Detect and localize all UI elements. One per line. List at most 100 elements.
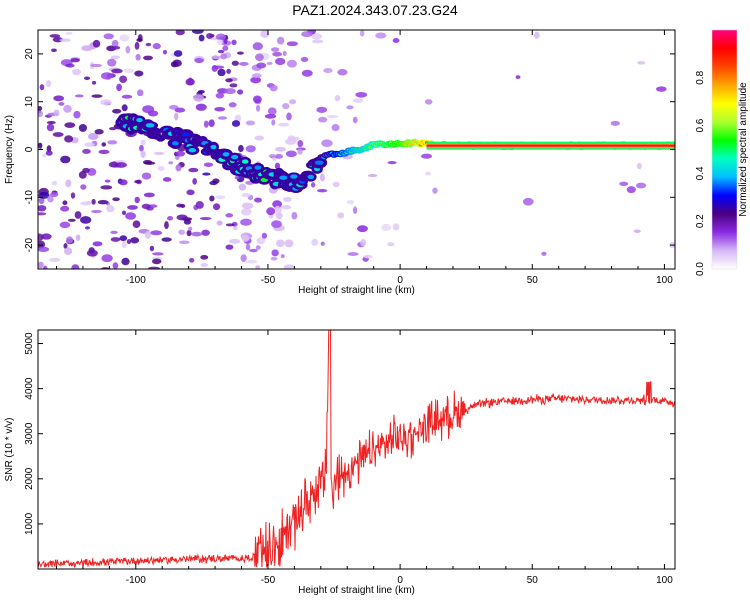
- noise-blob: [274, 153, 284, 159]
- noise-blob: [80, 216, 92, 224]
- noise-blob: [276, 36, 285, 45]
- noise-blob: [73, 110, 81, 119]
- noise-blob: [217, 49, 225, 54]
- noise-blob: [149, 245, 155, 252]
- noise-blob: [152, 43, 161, 50]
- noise-blob: [136, 38, 143, 42]
- noise-blob: [278, 122, 290, 127]
- noise-blob: [347, 252, 359, 257]
- noise-blob: [222, 45, 229, 51]
- noise-blob: [132, 220, 141, 229]
- noise-blob: [123, 68, 134, 74]
- noise-blob: [53, 109, 60, 117]
- noise-blob: [100, 72, 113, 80]
- noise-blob: [272, 51, 282, 57]
- noise-blob: [619, 181, 629, 186]
- noise-blob: [212, 203, 221, 211]
- noise-blob: [38, 261, 44, 269]
- chart-title: PAZ1.2024.343.07.23.G24: [292, 2, 458, 18]
- noise-blob: [274, 205, 281, 211]
- ridge-blob-core: [222, 152, 230, 157]
- snr-xtick-label: 50: [527, 575, 539, 586]
- noise-blob: [188, 167, 199, 173]
- noise-blob: [217, 39, 223, 46]
- noise-blob: [141, 172, 152, 180]
- noise-blob: [191, 231, 203, 237]
- noise-blob: [112, 108, 122, 114]
- noise-blob: [121, 104, 128, 112]
- noise-blob: [60, 155, 71, 164]
- noise-blob: [100, 185, 113, 190]
- colorbar: 0.0 0.2 0.4 0.6 0.8 Normalized spectral ampli…: [695, 29, 749, 276]
- noise-blob: [140, 150, 146, 159]
- snr-xtick-label: 0: [397, 575, 403, 586]
- noise-blob: [266, 207, 276, 216]
- noise-blob: [282, 50, 287, 57]
- noise-blob: [78, 123, 88, 132]
- noise-blob: [240, 218, 252, 226]
- noise-blob: [100, 99, 112, 106]
- noise-blob: [201, 229, 210, 236]
- ridge-blob-core: [188, 148, 197, 153]
- noise-blob: [162, 49, 168, 55]
- noise-blob: [45, 80, 52, 88]
- noise-blob: [346, 105, 354, 110]
- noise-blob: [110, 230, 118, 234]
- noise-blob: [64, 135, 74, 143]
- spectrogram-xtick-label: -50: [261, 275, 276, 286]
- noise-blob: [317, 188, 328, 193]
- ridge-blob-core: [171, 141, 179, 146]
- noise-blob: [50, 191, 59, 198]
- noise-blob: [271, 249, 279, 257]
- noise-blob: [173, 50, 183, 57]
- noise-blob: [39, 84, 45, 91]
- spectrogram-xlabel: Height of straight line (km): [298, 285, 415, 296]
- noise-blob: [266, 61, 273, 65]
- noise-blob: [144, 230, 152, 239]
- noise-blob: [211, 55, 223, 60]
- noise-blob: [217, 116, 228, 120]
- noise-blob: [194, 57, 204, 64]
- ridge-blob-core: [136, 117, 143, 123]
- noise-blob: [119, 75, 128, 83]
- noise-blob: [71, 264, 80, 269]
- noise-blob: [51, 48, 57, 53]
- noise-blob: [320, 241, 325, 246]
- noise-blob: [65, 31, 73, 36]
- noise-blob: [286, 112, 292, 121]
- noise-blob: [91, 94, 103, 98]
- noise-blob: [65, 179, 72, 188]
- noise-blob: [125, 212, 137, 220]
- spectrogram-frame: [37, 29, 676, 270]
- noise-blob: [392, 223, 400, 231]
- noise-blob: [198, 34, 205, 42]
- noise-blob: [237, 144, 244, 153]
- noise-blob: [65, 63, 75, 68]
- noise-blob: [81, 45, 93, 52]
- noise-blob: [327, 115, 339, 119]
- spectrogram-xtick-label: -100: [126, 275, 146, 286]
- noise-blob: [252, 42, 263, 51]
- noise-blob: [135, 53, 141, 61]
- noise-blob: [94, 129, 104, 135]
- noise-blob: [215, 33, 226, 41]
- noise-blob: [174, 107, 186, 113]
- noise-blob: [231, 120, 241, 127]
- noise-blob: [90, 63, 103, 68]
- noise-blob: [46, 123, 55, 132]
- noise-blob: [321, 139, 333, 147]
- noise-blob: [78, 171, 87, 179]
- noise-blob: [178, 229, 186, 235]
- snr-ylabel: SNR (10 * v/v): [4, 418, 15, 482]
- noise-blob: [170, 61, 179, 68]
- noise-blob: [101, 254, 113, 263]
- noise-blob: [311, 238, 319, 247]
- noise-blob: [375, 32, 387, 39]
- noise-blob: [282, 103, 290, 110]
- noise-blob: [319, 173, 325, 182]
- noise-blob: [38, 205, 47, 212]
- spectrogram-ytick-label: 0: [24, 146, 35, 152]
- noise-blob: [633, 229, 641, 234]
- noise-blob: [152, 252, 164, 256]
